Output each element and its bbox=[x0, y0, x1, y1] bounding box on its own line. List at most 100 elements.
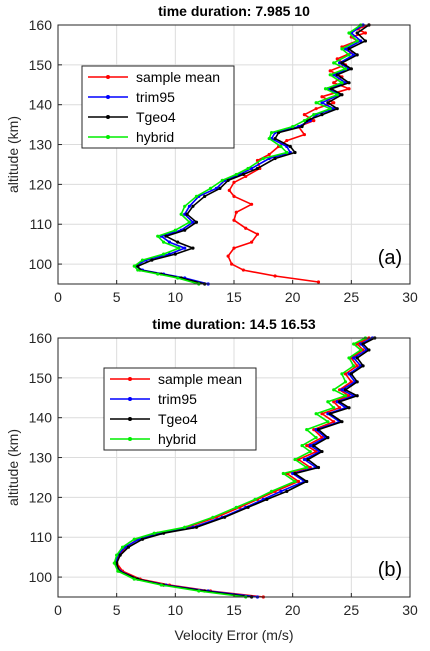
data-point bbox=[302, 457, 306, 462]
data-point bbox=[352, 342, 356, 346]
data-point bbox=[328, 412, 332, 416]
data-point bbox=[140, 537, 145, 541]
data-point bbox=[355, 39, 359, 43]
data-point bbox=[338, 61, 342, 65]
data-point bbox=[332, 101, 336, 105]
data-point bbox=[335, 107, 339, 111]
data-point bbox=[361, 342, 365, 346]
data-point bbox=[218, 186, 222, 190]
data-point bbox=[167, 240, 172, 244]
data-point bbox=[343, 372, 348, 376]
data-point bbox=[230, 262, 234, 266]
series-line-trim95 bbox=[134, 24, 364, 285]
legend-marker bbox=[128, 377, 132, 381]
data-point bbox=[320, 412, 324, 416]
data-point bbox=[332, 61, 336, 65]
data-point bbox=[220, 178, 224, 182]
data-point bbox=[162, 252, 166, 256]
x-axis-label: Velocity Error (m/s) bbox=[174, 627, 293, 643]
data-point bbox=[176, 276, 180, 280]
y-tick-label: 120 bbox=[29, 489, 53, 505]
panel-label: (b) bbox=[378, 559, 402, 581]
data-point bbox=[183, 228, 187, 232]
data-point bbox=[159, 583, 163, 587]
data-point bbox=[343, 388, 348, 392]
data-point bbox=[328, 73, 332, 77]
data-point bbox=[305, 443, 309, 448]
data-point bbox=[314, 107, 318, 111]
data-point bbox=[326, 400, 330, 404]
data-point bbox=[300, 125, 304, 129]
data-point bbox=[320, 449, 324, 454]
y-axis-label: altitude (km) bbox=[5, 116, 21, 193]
data-point bbox=[191, 246, 195, 250]
data-point bbox=[150, 258, 154, 262]
data-point bbox=[332, 400, 336, 404]
y-tick-label: 100 bbox=[29, 569, 53, 585]
legend-box bbox=[81, 65, 235, 149]
data-point bbox=[332, 420, 336, 424]
data-point bbox=[326, 420, 330, 424]
data-point bbox=[244, 174, 248, 179]
data-point bbox=[179, 212, 183, 216]
chart-panel-b: 0 5 10 15 20 25 30 100 110 120 130 140 150 160 time du… bbox=[5, 316, 418, 618]
legend-marker bbox=[106, 115, 110, 119]
data-point bbox=[116, 569, 120, 573]
data-point bbox=[314, 412, 318, 416]
data-point bbox=[302, 119, 306, 123]
x-tick-label: 15 bbox=[226, 602, 242, 618]
data-point bbox=[305, 428, 309, 432]
data-point bbox=[115, 553, 119, 557]
data-point bbox=[332, 81, 336, 85]
data-point bbox=[255, 232, 260, 236]
data-point bbox=[279, 489, 283, 494]
data-point bbox=[293, 150, 297, 155]
y-tick-label: 140 bbox=[29, 410, 53, 426]
data-point bbox=[343, 394, 348, 398]
data-point bbox=[250, 202, 254, 206]
data-point bbox=[223, 515, 227, 519]
x-tick-label: 30 bbox=[402, 289, 418, 305]
data-point bbox=[246, 505, 250, 509]
data-point bbox=[314, 436, 318, 440]
data-point bbox=[347, 372, 351, 376]
data-point bbox=[112, 561, 116, 565]
chart-panel-a: 0 5 10 15 20 25 30 100 110 120 130 140 150 160 time du… bbox=[5, 3, 418, 305]
data-point bbox=[269, 130, 274, 135]
data-point bbox=[338, 400, 342, 404]
data-point bbox=[276, 130, 281, 135]
data-point bbox=[162, 240, 166, 244]
data-point bbox=[363, 39, 368, 43]
legend: sample mean trim95 Tgeo4 hybrid bbox=[81, 65, 235, 149]
data-point bbox=[234, 210, 238, 214]
data-point bbox=[291, 125, 295, 129]
data-point bbox=[197, 589, 201, 593]
data-point bbox=[293, 457, 297, 462]
data-point bbox=[211, 515, 215, 519]
data-point bbox=[132, 264, 136, 268]
x-tick-label: 25 bbox=[344, 289, 360, 305]
data-point bbox=[241, 268, 245, 272]
data-point bbox=[367, 348, 371, 352]
data-point bbox=[232, 194, 236, 198]
data-point bbox=[305, 465, 309, 470]
data-point bbox=[176, 240, 180, 244]
data-point bbox=[340, 61, 344, 65]
data-point bbox=[115, 561, 119, 565]
data-point bbox=[194, 194, 199, 198]
data-point bbox=[316, 280, 321, 284]
data-point bbox=[347, 406, 351, 410]
data-point bbox=[187, 220, 192, 224]
data-point bbox=[320, 113, 324, 117]
data-point bbox=[132, 537, 136, 541]
legend-marker bbox=[106, 135, 110, 139]
data-point bbox=[343, 67, 348, 71]
data-point bbox=[281, 471, 285, 476]
data-point bbox=[173, 228, 177, 232]
data-point bbox=[255, 166, 260, 171]
legend-marker bbox=[106, 75, 110, 79]
x-tick-label: 20 bbox=[285, 602, 301, 618]
data-point bbox=[347, 81, 351, 85]
data-point bbox=[246, 166, 250, 171]
